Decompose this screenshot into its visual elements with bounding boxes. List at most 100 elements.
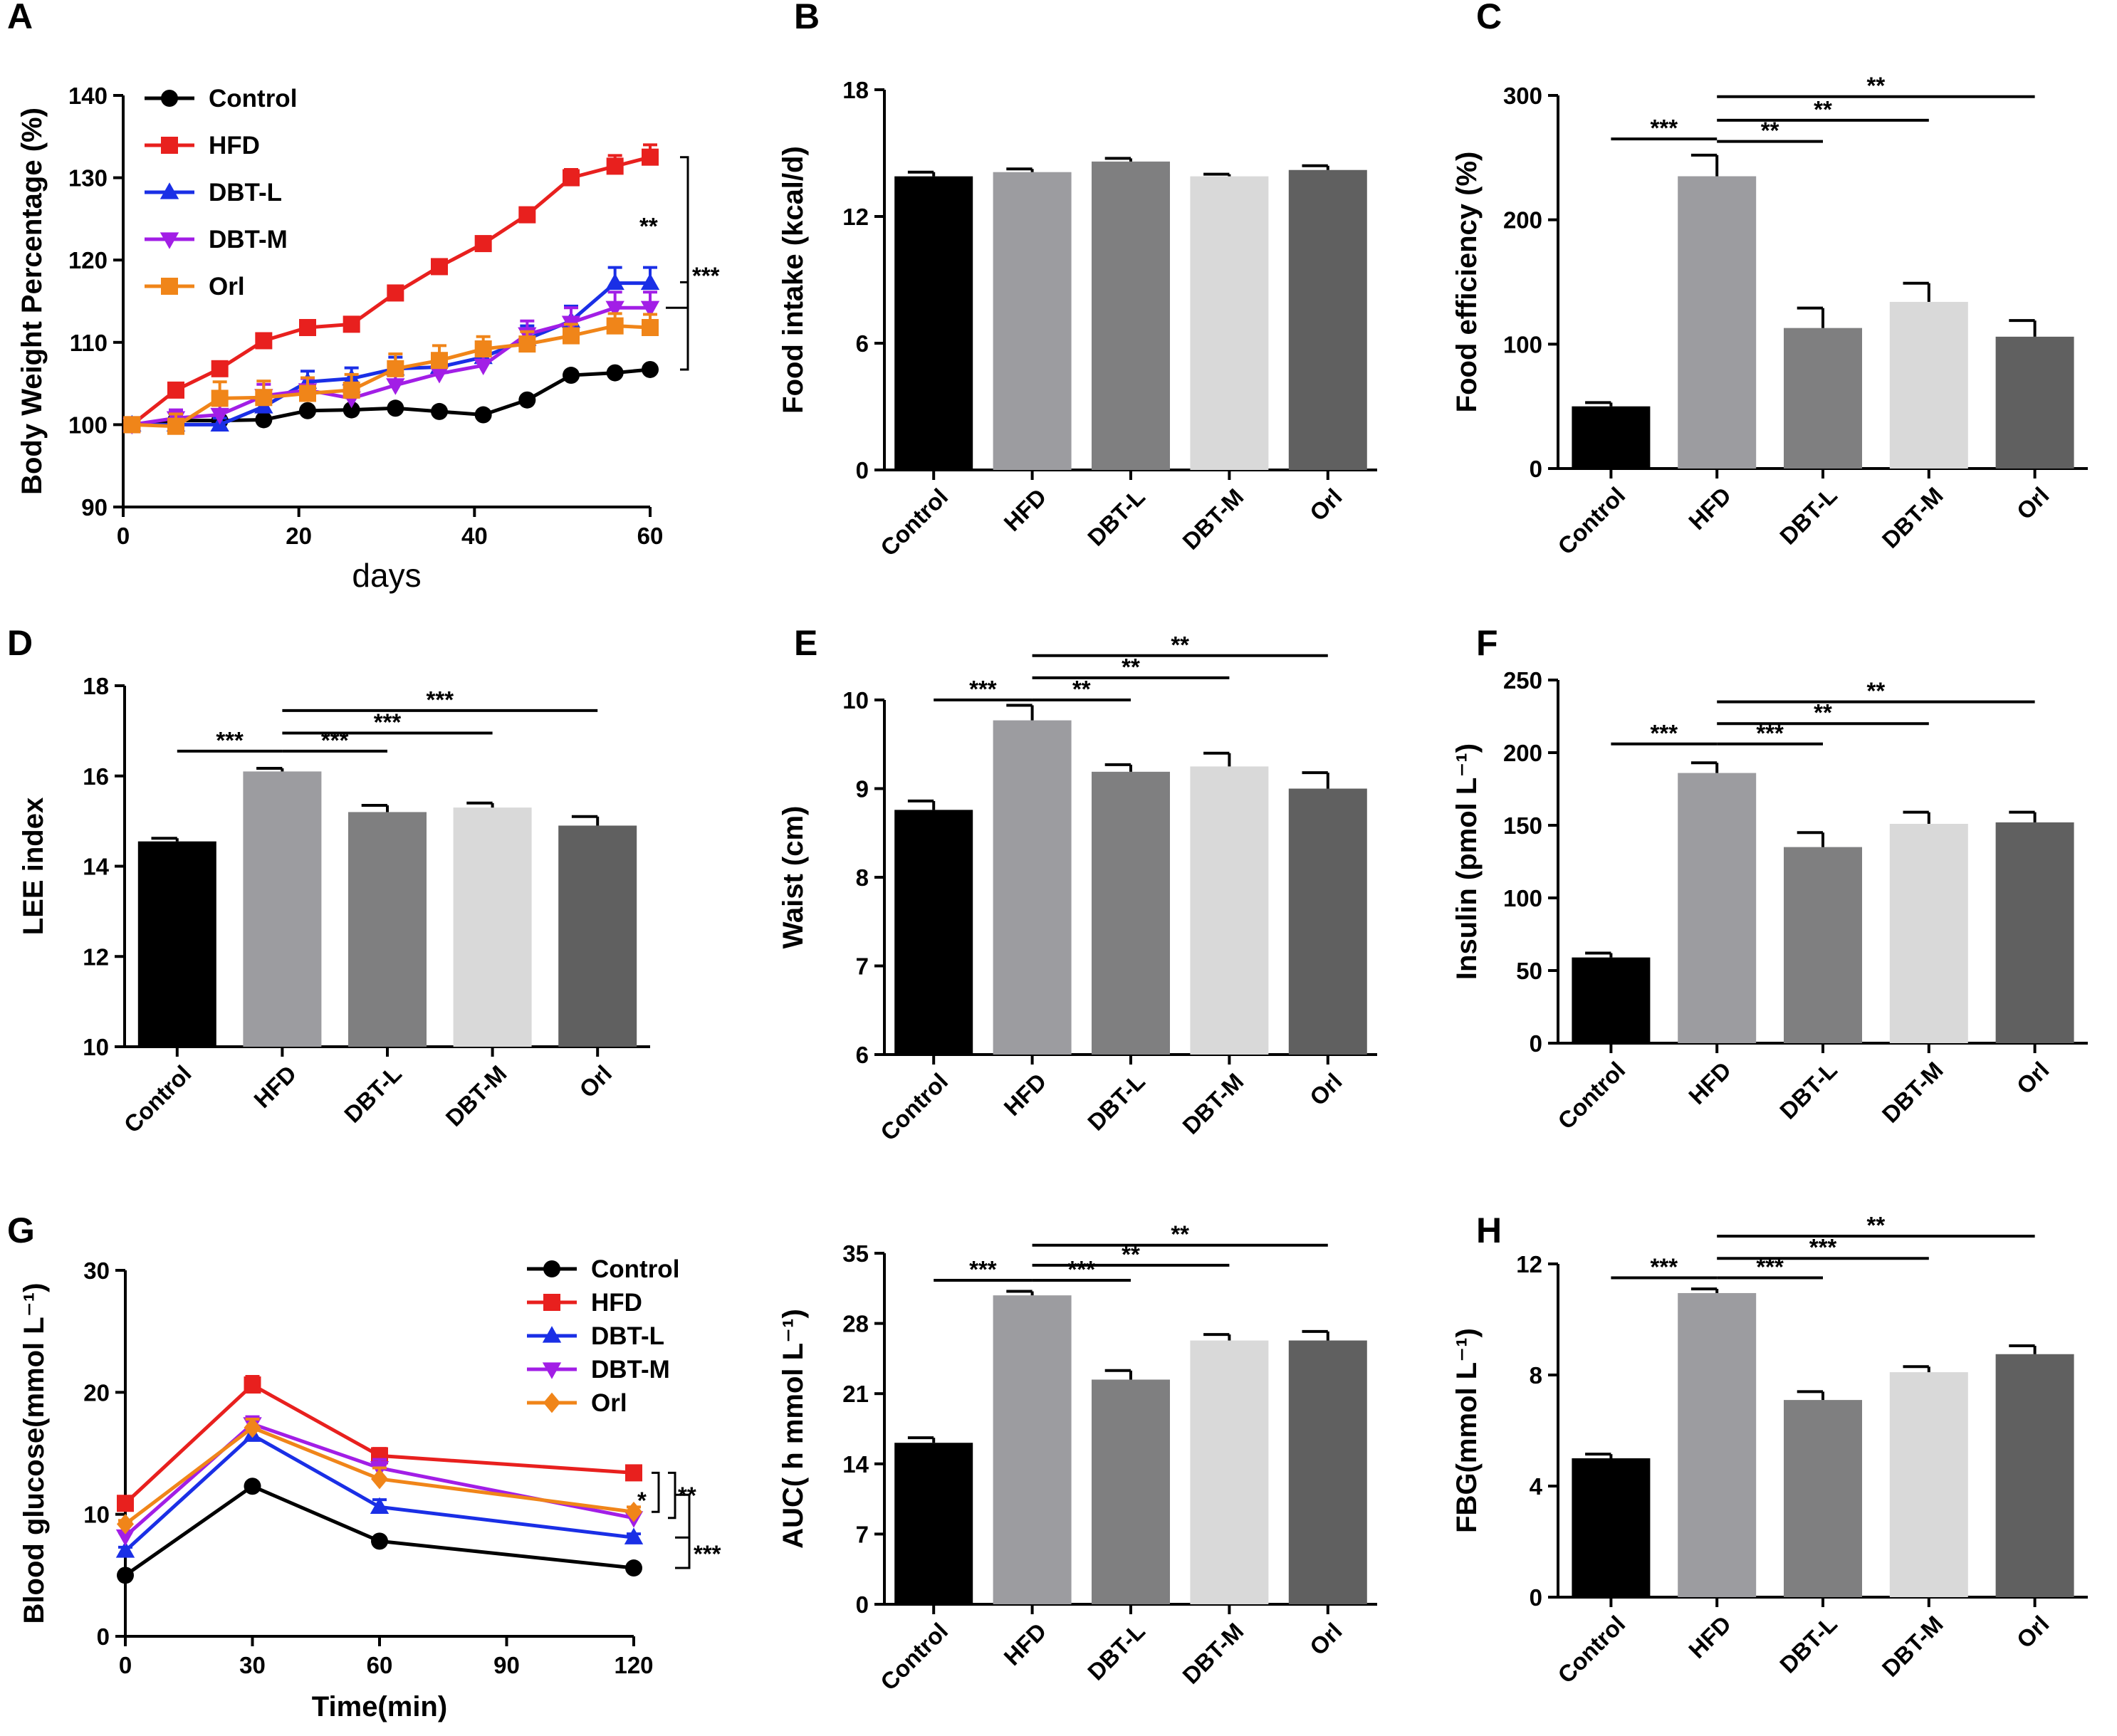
data-point	[642, 360, 659, 378]
data-point	[474, 358, 493, 375]
x-tick-label: DBT-M	[1177, 1618, 1248, 1689]
data-point	[387, 284, 404, 302]
bar	[1288, 1340, 1367, 1604]
significance-label: ***	[216, 727, 244, 753]
y-tick-label: 12	[83, 943, 109, 970]
x-tick-label: 20	[286, 523, 312, 549]
data-point	[299, 402, 316, 419]
legend: Control HFD DBT-L DBT-M Orl	[527, 1255, 679, 1417]
chart-C: C 0 100 200 300 Food efficiency (%) Control HFD…	[1451, 0, 2088, 560]
data-point	[429, 367, 449, 384]
y-tick-label: 200	[1503, 740, 1542, 766]
x-tick-label: DBT-M	[1177, 1068, 1248, 1139]
y-tick-label: 10	[842, 687, 869, 713]
legend-label: DBT-L	[209, 179, 282, 206]
panel-letter: F	[1476, 623, 1498, 663]
y-tick-label: 120	[68, 247, 108, 273]
x-tick-label: Control	[119, 1060, 197, 1138]
bar	[894, 1443, 973, 1604]
significance-label: ***	[321, 727, 349, 753]
data-point	[161, 278, 178, 295]
x-tick-label: Control	[875, 1618, 953, 1695]
x-axis-title: Time(min)	[312, 1691, 447, 1722]
data-point	[117, 1495, 134, 1512]
bar	[1784, 1400, 1862, 1597]
data-point	[255, 389, 273, 407]
significance-bracket	[680, 223, 689, 371]
x-tick-label: DBT-L	[1082, 483, 1150, 551]
data-point	[115, 1529, 135, 1547]
y-tick-label: 0	[97, 1623, 110, 1650]
x-tick-label: Control	[1552, 1057, 1630, 1134]
chart-A: A 90 100 110 120 130 140 Body Weight Percentage…	[7, 0, 720, 594]
legend-label: DBT-M	[209, 226, 288, 253]
panel-letter: H	[1476, 1211, 1502, 1250]
data-point	[542, 1326, 562, 1343]
data-point	[161, 137, 178, 154]
data-point	[642, 148, 659, 166]
significance-bracket	[675, 1493, 691, 1569]
data-point	[371, 1468, 388, 1490]
significance-label: ***	[692, 262, 720, 288]
x-tick-label: Orl	[2012, 1057, 2054, 1099]
data-point	[640, 300, 660, 318]
chart-F: F 0 50 100 150 200 250 Insulin (pmol L⁻¹) Contro…	[1451, 623, 2088, 1134]
bar	[993, 1295, 1072, 1604]
y-tick-label: 110	[70, 330, 108, 356]
bar	[1678, 1292, 1757, 1597]
x-tick-label: 30	[239, 1652, 266, 1678]
series-Control	[117, 1478, 642, 1584]
significance-label: ***	[969, 1256, 997, 1282]
y-tick-label: 21	[842, 1381, 869, 1407]
data-point	[563, 367, 580, 385]
panel-letter: G	[7, 1211, 35, 1250]
y-tick-label: 7	[856, 1521, 869, 1547]
y-tick-label: 14	[842, 1451, 869, 1478]
x-axis-title: days	[352, 557, 421, 594]
x-tick-label: Control	[1552, 1611, 1630, 1688]
y-tick-label: 100	[1503, 331, 1542, 357]
y-tick-label: 6	[856, 330, 869, 357]
bar	[1288, 788, 1367, 1055]
data-point	[543, 1392, 560, 1413]
data-point	[244, 1376, 261, 1394]
data-point	[255, 332, 273, 350]
bar	[1678, 773, 1757, 1043]
chart-H: H 0 4 8 12 FBG(mmol L⁻¹) Control HFD DBT-L DBT-M O…	[1451, 1211, 2088, 1688]
data-point	[518, 391, 536, 409]
x-tick-label: HFD	[1683, 1611, 1736, 1663]
y-tick-label: 150	[1503, 812, 1542, 839]
y-tick-label: 14	[83, 854, 109, 880]
significance-bracket	[652, 1471, 660, 1513]
data-point	[431, 352, 448, 370]
x-tick-label: Orl	[2012, 1611, 2054, 1653]
y-axis-title: Body Weight Percentage (%)	[16, 108, 48, 495]
data-point	[474, 235, 492, 253]
x-tick-label: DBT-L	[1082, 1618, 1150, 1685]
y-tick-label: 16	[83, 763, 109, 790]
y-tick-label: 18	[842, 77, 869, 103]
y-tick-label: 140	[68, 83, 108, 109]
significance-label: **	[1072, 676, 1091, 702]
significance-label: **	[1171, 632, 1189, 658]
x-tick-label: DBT-L	[1082, 1068, 1150, 1136]
panel-letter: C	[1476, 0, 1502, 36]
y-axis-title: Food intake (kcal/d)	[778, 146, 809, 414]
chart-G: G 0 10 20 30 Blood glucose(mmol L⁻¹) 0 30 60 90 12…	[7, 1211, 721, 1722]
y-tick-label: 10	[83, 1502, 110, 1528]
y-axis-title: Blood glucose(mmol L⁻¹)	[19, 1283, 50, 1624]
significance-label: **	[1867, 1212, 1886, 1238]
data-point	[605, 300, 624, 318]
y-axis-title: FBG(mmol L⁻¹)	[1451, 1328, 1483, 1533]
x-tick-label: DBT-M	[1877, 1057, 1948, 1128]
y-axis-title: LEE index	[18, 798, 49, 935]
data-point	[386, 378, 405, 395]
x-tick-label: DBT-M	[441, 1060, 512, 1131]
significance-label: **	[1171, 1221, 1189, 1248]
y-tick-label: 30	[83, 1257, 110, 1284]
significance-bracket	[680, 156, 689, 283]
x-tick-label: Control	[875, 1068, 953, 1146]
data-point	[606, 364, 624, 382]
y-tick-label: 7	[856, 953, 869, 980]
